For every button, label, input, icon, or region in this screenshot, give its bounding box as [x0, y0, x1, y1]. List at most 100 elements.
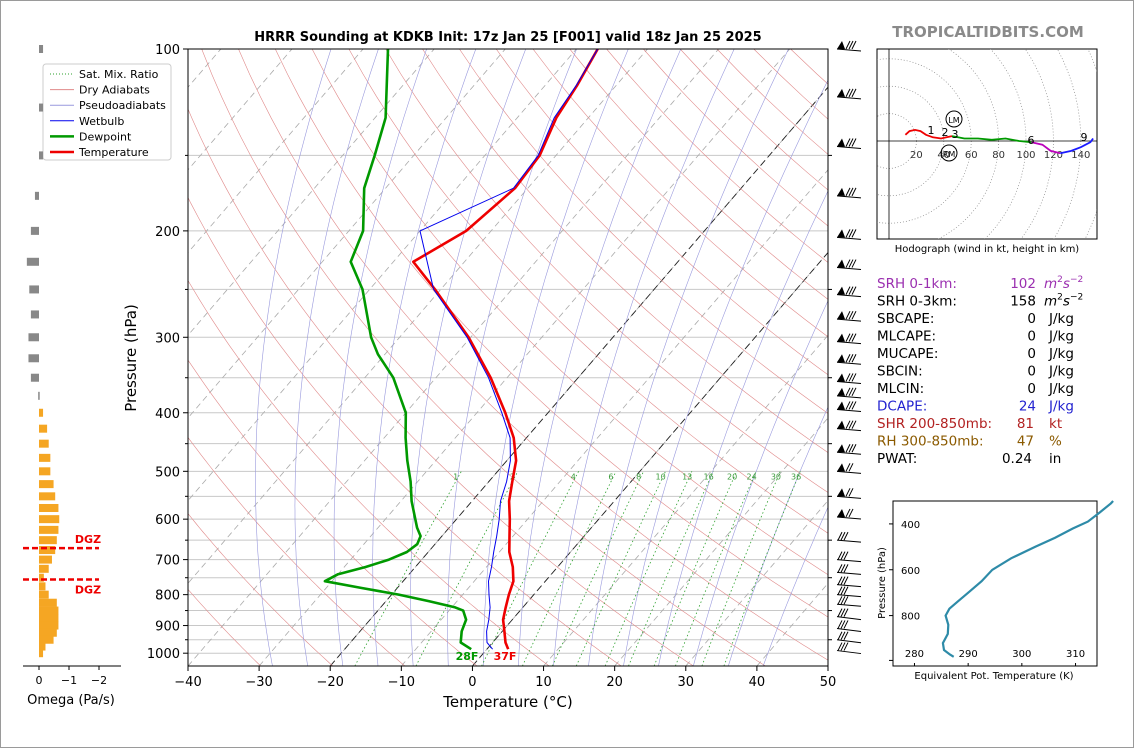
wind-barb-flag — [837, 41, 845, 49]
profile-dewpoint — [323, 49, 472, 651]
wind-barb-feather — [851, 373, 857, 382]
omega-bar — [26, 257, 39, 266]
pseudoadiabat — [693, 300, 828, 666]
wind-barb-feather — [848, 463, 854, 472]
hodograph-caption: Hodograph (wind in kt, height in km) — [895, 244, 1080, 255]
wind-barb-staff — [836, 650, 862, 655]
wind-barb-flag — [837, 508, 845, 517]
wind-barb-feather — [851, 187, 857, 197]
wind-barb-staff — [836, 495, 862, 499]
index-value: 158 — [1010, 294, 1036, 310]
dry-adiabat — [188, 359, 478, 666]
mixing-ratio-line — [481, 471, 579, 666]
wind-barb-feather — [845, 444, 851, 453]
mixing-ratio-line — [653, 471, 738, 666]
wind-barb-feather — [848, 138, 854, 147]
mixing-ratio-line — [723, 471, 801, 666]
dry-adiabat — [495, 49, 828, 376]
thetae-ylabel: Pressure (hPa) — [877, 547, 888, 619]
index-unit: in — [1049, 451, 1061, 467]
hodo-height-label: 3 — [952, 128, 959, 141]
omega-bar — [39, 408, 44, 417]
ytick-label: 800 — [155, 589, 180, 604]
legend-label: Sat. Mix. Ratio — [79, 68, 159, 81]
wind-barb-feather — [851, 40, 857, 50]
dry-adiabat — [188, 108, 694, 666]
wind-barb-feather — [845, 373, 851, 382]
index-value: 0 — [1027, 311, 1036, 327]
xtick-label: −10 — [388, 675, 415, 690]
hodo-trace — [904, 128, 953, 140]
index-value: 102 — [1010, 276, 1036, 292]
wind-barb-staff — [836, 616, 862, 621]
surface-dewpoint-label: 28F — [456, 650, 479, 663]
wind-barb-staff — [836, 639, 862, 644]
srh-unit: m2s−2 — [1044, 293, 1083, 310]
omega-bar — [39, 621, 59, 630]
wind-barb-feather — [845, 508, 851, 518]
omega-bar — [39, 480, 54, 489]
pseudoadiabat — [294, 49, 379, 666]
xtick-label: −40 — [174, 675, 201, 690]
sounding-indices: SRH 0-1km: 102 m2s−2 SRH 0-3km: 158 m2s−2 SBCA… — [877, 275, 1083, 467]
wind-barb-staff — [836, 380, 862, 384]
mixing-ratio-line — [628, 471, 714, 666]
index-value: 0 — [1027, 329, 1036, 345]
omega-bar — [39, 635, 54, 644]
dry-adiabat — [188, 279, 550, 666]
omega-bar — [39, 492, 56, 501]
isotherm — [543, 334, 828, 666]
wind-barb-feather — [843, 576, 849, 585]
wind-barb-flag — [837, 444, 845, 453]
pseudoadiabat — [255, 49, 332, 666]
ytick-label: 600 — [155, 513, 180, 528]
wind-barb-feather — [848, 40, 854, 50]
omega-bar — [38, 391, 40, 400]
wind-barb-staff — [836, 145, 862, 149]
hodo-height-label: 1 — [928, 124, 935, 137]
wind-barb-feather — [840, 586, 846, 595]
profile-temperature — [412, 49, 599, 650]
index-value: 0 — [1027, 381, 1036, 397]
dry-adiabat — [532, 49, 828, 338]
wind-barb-feather — [851, 401, 857, 410]
index-value: 24 — [1019, 399, 1036, 415]
skewt-frame — [187, 48, 829, 667]
omega-bar — [30, 310, 39, 319]
legend-label: Temperature — [78, 146, 149, 159]
wind-barb-flag — [837, 311, 845, 320]
wind-barb-staff — [836, 451, 862, 455]
wind-barb-feather — [845, 401, 851, 410]
wind-barb-feather — [845, 229, 851, 238]
legend-label: Wetbulb — [79, 115, 124, 128]
index-label: SBCAPE: — [877, 311, 934, 327]
wind-barb-feather — [851, 444, 857, 453]
legend-label: Pseudoadiabats — [79, 99, 166, 112]
omega-bar — [30, 226, 39, 235]
rm-label: RM — [943, 150, 956, 159]
wind-barb-feather — [851, 88, 857, 98]
wind-barb-staff — [836, 559, 862, 563]
wind-barb-feather — [845, 286, 851, 295]
omega-bar — [30, 373, 39, 382]
xtick-label: −20 — [317, 675, 344, 690]
thetae-ytick-label: 800 — [901, 612, 920, 623]
wind-barb-staff — [836, 395, 862, 399]
isotherm — [258, 49, 791, 666]
wind-barb-feather — [837, 631, 843, 640]
mixing-ratio-label: 4 — [571, 473, 576, 482]
wind-barb-feather — [845, 259, 851, 268]
wind-barb-feather — [851, 387, 857, 397]
wind-barb-flag — [837, 420, 845, 429]
omega-bar — [39, 614, 59, 623]
wind-barb-feather — [843, 564, 849, 573]
omega-bar — [39, 103, 44, 112]
mixing-ratio-line — [522, 471, 617, 666]
wind-barb-feather — [851, 229, 857, 238]
omega-bar — [39, 573, 44, 582]
mixing-ratio-label: 8 — [636, 473, 641, 482]
wind-barb-flag — [837, 286, 845, 295]
hodo-tick-label: 100 — [1016, 150, 1035, 161]
wind-barb-feather — [840, 576, 846, 585]
omega-bar — [39, 564, 49, 573]
